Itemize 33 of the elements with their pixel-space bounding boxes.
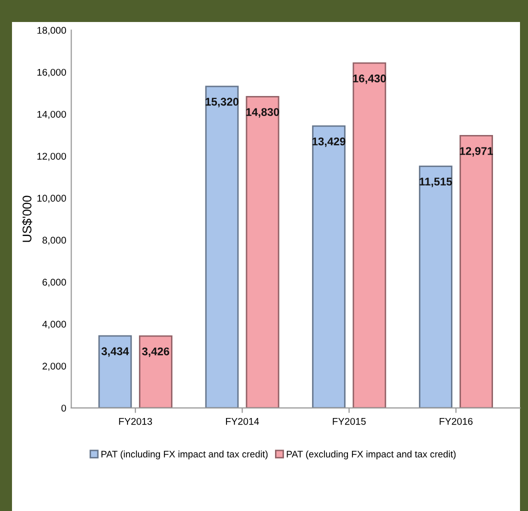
bar: [138, 335, 172, 408]
bar: [352, 62, 386, 408]
y-tick-label: 12,000: [37, 152, 66, 161]
bar: [312, 125, 346, 408]
y-tick-label: 0: [61, 404, 66, 412]
data-label: 12,971: [460, 147, 493, 157]
x-tick-label: FY2014: [226, 418, 259, 425]
y-tick-label: 6,000: [42, 278, 66, 287]
legend-label: PAT (excluding FX impact and tax credit): [286, 450, 456, 460]
bar: [460, 135, 493, 408]
y-tick-label: 18,000: [37, 26, 66, 35]
y-axis-title: US$'000: [22, 196, 32, 242]
y-tick-label: 10,000: [37, 194, 66, 203]
y-tick-label: 16,000: [37, 68, 66, 77]
y-tick-label: 4,000: [42, 320, 66, 329]
data-label: 15,320: [206, 98, 238, 108]
data-label: 3,426: [142, 347, 170, 357]
bar: [205, 86, 239, 408]
x-tick-label: FY2015: [332, 418, 366, 425]
data-label: 3,434: [101, 347, 129, 357]
x-tick-label: FY2013: [119, 418, 152, 425]
bar: [98, 335, 132, 408]
x-tick-label: FY2016: [440, 418, 473, 425]
data-label: 13,429: [312, 138, 346, 147]
y-tick-label: 14,000: [37, 110, 66, 119]
y-tick-label: 2,000: [42, 362, 66, 371]
legend-label: PAT (including FX impact and tax credit): [101, 450, 268, 460]
bar: [246, 96, 280, 408]
y-tick-label: 8,000: [42, 236, 66, 245]
data-label: 11,515: [420, 178, 452, 188]
bar: [418, 166, 452, 408]
data-label: 14,830: [246, 108, 280, 118]
data-label: 16,430: [353, 74, 386, 84]
